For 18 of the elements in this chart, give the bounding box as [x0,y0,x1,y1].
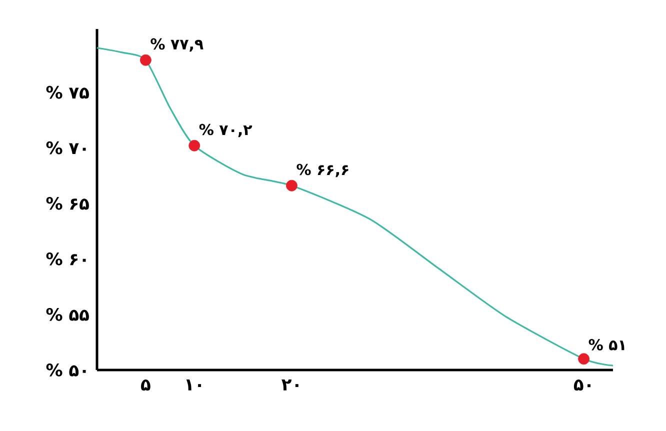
point [578,353,590,365]
y-tick-label: % ۵۰ [46,364,86,376]
x-tick-label: ۵ [141,380,150,391]
point [140,54,152,66]
y-tick-label: % ۶۰ [46,252,86,266]
data-label: % ۷۷,۹ [150,38,204,52]
point [286,180,298,192]
data-label: % ۵۱ [588,339,624,350]
y-tick-label: % ۷۰ [46,141,86,154]
data-label: % ۷۰,۲ [199,124,252,138]
x-tick-label: ۱۰ [186,380,202,390]
data-label: % ۶۶,۶ [296,164,348,178]
x-tick-label: ۵۰ [574,380,590,391]
y-tick-label: % ۶۵ [46,196,89,210]
point [188,140,200,152]
y-tick-label: % ۵۵ [46,308,89,321]
y-tick-label: % ۷۵ [46,86,89,99]
x-tick-label: ۲۰ [282,380,298,390]
